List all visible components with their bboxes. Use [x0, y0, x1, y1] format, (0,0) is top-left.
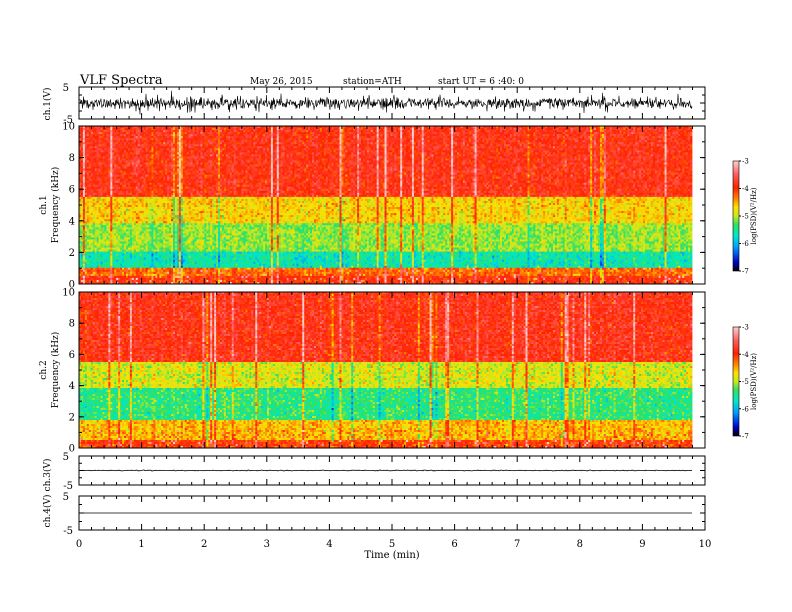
y-tick-label: 5 [63, 83, 69, 94]
station-label: station=ATH [343, 77, 402, 87]
start-ut-label: start UT = 6 :40: 0 [438, 77, 524, 87]
date-label: May 26, 2015 [250, 77, 313, 87]
waveform-trace [80, 91, 692, 115]
ch1-waveform-panel: 5-5 [63, 83, 705, 126]
vlf-spectra-figure: VLF Spectra May 26, 2015 station=ATH sta… [0, 0, 792, 612]
figure-title: VLF Spectra [79, 73, 163, 88]
